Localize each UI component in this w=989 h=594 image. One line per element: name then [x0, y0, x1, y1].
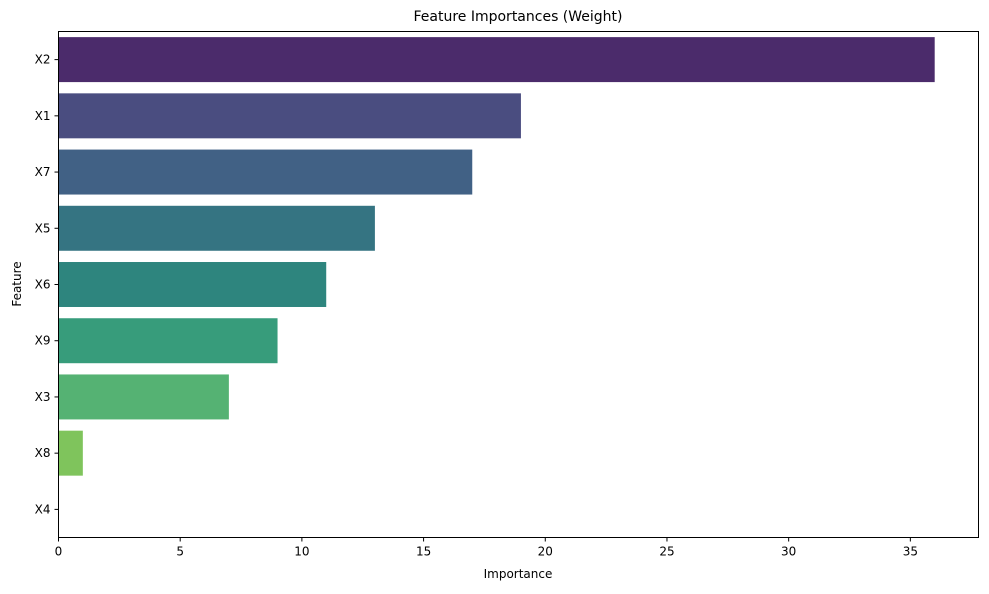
- bar-x5: [58, 205, 375, 251]
- x-axis-label: Importance: [484, 567, 553, 581]
- x-tick-label: 10: [294, 545, 309, 559]
- y-tick-label: X1: [35, 109, 51, 123]
- bar-x2: [58, 37, 935, 83]
- bar-x6: [58, 262, 327, 307]
- x-tick-label: 15: [416, 545, 431, 559]
- x-tick-label: 20: [538, 545, 553, 559]
- x-tick-label: 35: [903, 545, 918, 559]
- bar-x9: [58, 318, 278, 364]
- x-tick-label: 5: [176, 545, 184, 559]
- x-axis-ticks: 0 5 10 15 20 25 30 35: [55, 537, 918, 559]
- bar-x7: [58, 149, 473, 195]
- bar-x8: [58, 430, 83, 476]
- bar-x1: [58, 93, 521, 139]
- chart-title: Feature Importances (Weight): [413, 9, 622, 25]
- y-tick-label: X5: [35, 221, 51, 235]
- plot-frame: [58, 31, 979, 538]
- y-axis-label: Feature: [10, 261, 24, 306]
- y-tick-label: X8: [35, 446, 51, 460]
- x-tick-label: 0: [55, 545, 63, 559]
- y-tick-label: X9: [35, 334, 51, 348]
- x-tick-label: 25: [659, 545, 674, 559]
- bar-x3: [58, 374, 229, 420]
- y-tick-label: X7: [35, 165, 51, 179]
- y-tick-label: X3: [35, 390, 51, 404]
- y-axis-ticks: X2 X1 X7 X5 X6 X9 X3 X8 X4: [35, 53, 59, 516]
- y-tick-label: X2: [35, 53, 51, 67]
- y-tick-label: X6: [35, 278, 51, 292]
- bars-layer: [58, 37, 935, 476]
- x-tick-label: 30: [781, 545, 796, 559]
- y-tick-label: X4: [35, 502, 51, 516]
